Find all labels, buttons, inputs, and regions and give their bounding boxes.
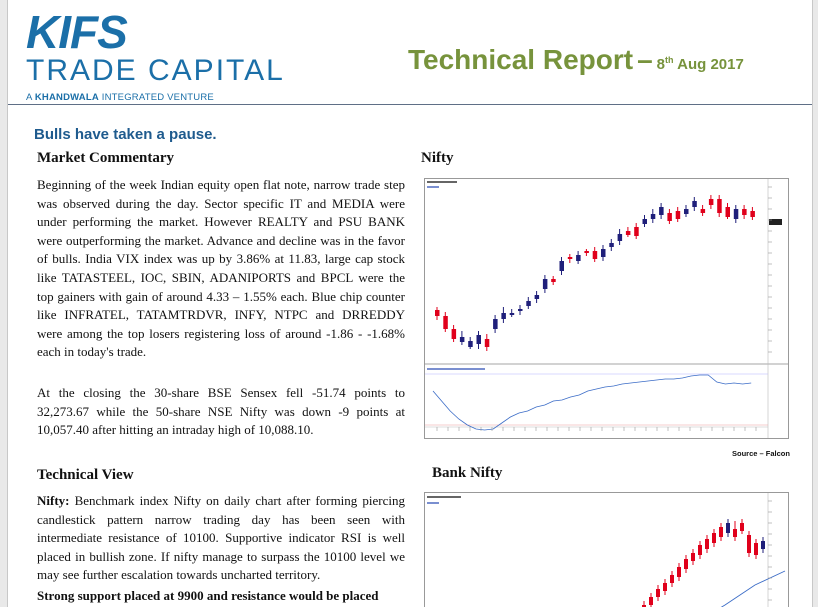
- nifty-candle-body: [468, 341, 473, 347]
- bank-nifty-candle-body: [719, 527, 723, 537]
- bank-nifty-candle-body: [726, 523, 730, 533]
- report-title-text: Technical Report: [408, 44, 634, 75]
- bank-nifty-candle-body: [684, 559, 688, 569]
- nifty-candle-body: [742, 209, 747, 215]
- nifty-candle-body: [592, 251, 598, 259]
- nifty-last-price-marker: [769, 219, 782, 225]
- bank-nifty-candle-body: [691, 553, 695, 561]
- bank-nifty-candle-body: [705, 539, 709, 549]
- report-title-dash: –: [637, 44, 653, 75]
- bank-nifty-candle-body: [712, 533, 716, 543]
- nifty-text: Benchmark index Nifty on daily chart aft…: [37, 493, 405, 583]
- logo-tag-prefix: A: [26, 92, 33, 103]
- report-date-suffix: th: [665, 55, 674, 65]
- nifty-candle-body: [451, 329, 457, 339]
- nifty-candle-body: [542, 279, 548, 289]
- bank-nifty-candle-body: [698, 545, 702, 555]
- nifty-candle-body: [750, 211, 755, 217]
- bank-nifty-candle-body: [740, 523, 744, 531]
- report-page: KIFS TRADE CAPITAL A KHANDWALA INTEGRATE…: [7, 0, 813, 607]
- nifty-candle-body: [459, 337, 465, 342]
- nifty-candle-body: [493, 319, 498, 329]
- bank-nifty-candle-body: [761, 541, 765, 549]
- nifty-candle-body: [609, 243, 614, 247]
- nifty-time-ticks: [436, 427, 757, 431]
- technical-view-bold-line: Strong support placed at 9900 and resist…: [37, 587, 415, 606]
- technical-view-paragraph: Nifty: Benchmark index Nifty on daily ch…: [37, 492, 405, 585]
- nifty-candle-body: [509, 313, 515, 315]
- logo-brand: KIFS: [26, 6, 128, 58]
- nifty-candle-body: [601, 249, 606, 257]
- nifty-candles: [435, 195, 755, 351]
- bank-nifty-candle-body: [642, 605, 646, 607]
- nifty-candle-body: [675, 211, 681, 219]
- bank-nifty-candles: [642, 519, 765, 607]
- nifty-candle-body: [684, 209, 689, 214]
- bank-nifty-candle-body: [677, 567, 681, 577]
- logo-name: TRADE CAPITAL: [26, 54, 285, 87]
- nifty-chart-svg: [425, 179, 788, 438]
- nifty-chart: [424, 178, 789, 439]
- nifty-candle-body: [576, 255, 581, 261]
- market-commentary-heading: Market Commentary: [37, 150, 175, 166]
- nifty-candle-body: [700, 209, 706, 213]
- nifty-candle-body: [518, 309, 523, 311]
- nifty-candle-body: [484, 339, 490, 347]
- bold-line-text: Strong support placed at 9900 and resist…: [37, 588, 379, 603]
- nifty-candle-body: [650, 214, 656, 219]
- nifty-candle-body: [692, 201, 697, 207]
- nifty-candle-body: [733, 209, 739, 219]
- market-commentary-paragraph-1: Beginning of the week Indian equity open…: [37, 177, 405, 360]
- nifty-candle-body: [642, 219, 647, 224]
- nifty-candle-body: [501, 313, 506, 319]
- nifty-candle-body: [708, 199, 714, 205]
- nifty-candle-body: [617, 234, 623, 241]
- bank-nifty-candle-body: [663, 583, 667, 591]
- bank-nifty-chart: [424, 492, 789, 607]
- report-title: Technical Report –8th Aug 2017: [408, 44, 744, 76]
- headline: Bulls have taken a pause.: [34, 126, 217, 143]
- nifty-candle-body: [567, 257, 573, 259]
- nifty-candle-body: [443, 316, 448, 329]
- technical-view-heading: Technical View: [37, 467, 134, 483]
- logo-tag-suffix: INTEGRATED VENTURE: [101, 92, 214, 103]
- nifty-price-ticks: [768, 186, 772, 353]
- nifty-candle-body: [534, 295, 540, 299]
- header-divider: [8, 104, 812, 105]
- bank-nifty-chart-svg: [427, 493, 786, 607]
- logo-tagline: A KHANDWALA INTEGRATED VENTURE: [26, 92, 285, 103]
- bank-nifty-candle-body: [754, 543, 758, 555]
- nifty-label: Nifty:: [37, 493, 70, 508]
- nifty-indicator-line: [432, 374, 752, 431]
- bank-nifty-candle-body: [656, 589, 660, 597]
- nifty-candle-body: [435, 310, 440, 316]
- nifty-candle-body: [659, 207, 664, 215]
- nifty-candle-body: [584, 251, 589, 253]
- bank-nifty-candle-body: [670, 575, 674, 583]
- kifs-logo: KIFS TRADE CAPITAL A KHANDWALA INTEGRATE…: [26, 6, 285, 103]
- report-date-rest: Aug 2017: [677, 56, 744, 73]
- nifty-candle-body: [625, 231, 631, 235]
- nifty-candle-body: [667, 213, 672, 221]
- nifty-candle-body: [559, 261, 564, 271]
- nifty-candle-body: [526, 301, 531, 306]
- chart-source: Source – Falcon: [732, 449, 790, 458]
- report-date: 8th Aug 2017: [656, 55, 744, 73]
- nifty-chart-heading: Nifty: [421, 150, 454, 166]
- bank-nifty-candle-body: [747, 535, 751, 553]
- bank-nifty-chart-heading: Bank Nifty: [432, 465, 503, 481]
- nifty-candle-body: [725, 207, 730, 217]
- nifty-candle-body: [476, 335, 481, 344]
- bank-nifty-candle-body: [649, 597, 653, 605]
- nifty-candle-body: [634, 227, 639, 236]
- report-date-day: 8: [656, 56, 666, 73]
- bank-nifty-price-ticks: [768, 500, 772, 601]
- nifty-candle-body: [551, 279, 556, 282]
- logo-tag-bold: KHANDWALA: [34, 92, 99, 103]
- market-commentary-paragraph-2: At the closing the 30-share BSE Sensex f…: [37, 385, 405, 438]
- nifty-candle-body: [717, 199, 722, 213]
- bank-nifty-candle-body: [733, 529, 737, 537]
